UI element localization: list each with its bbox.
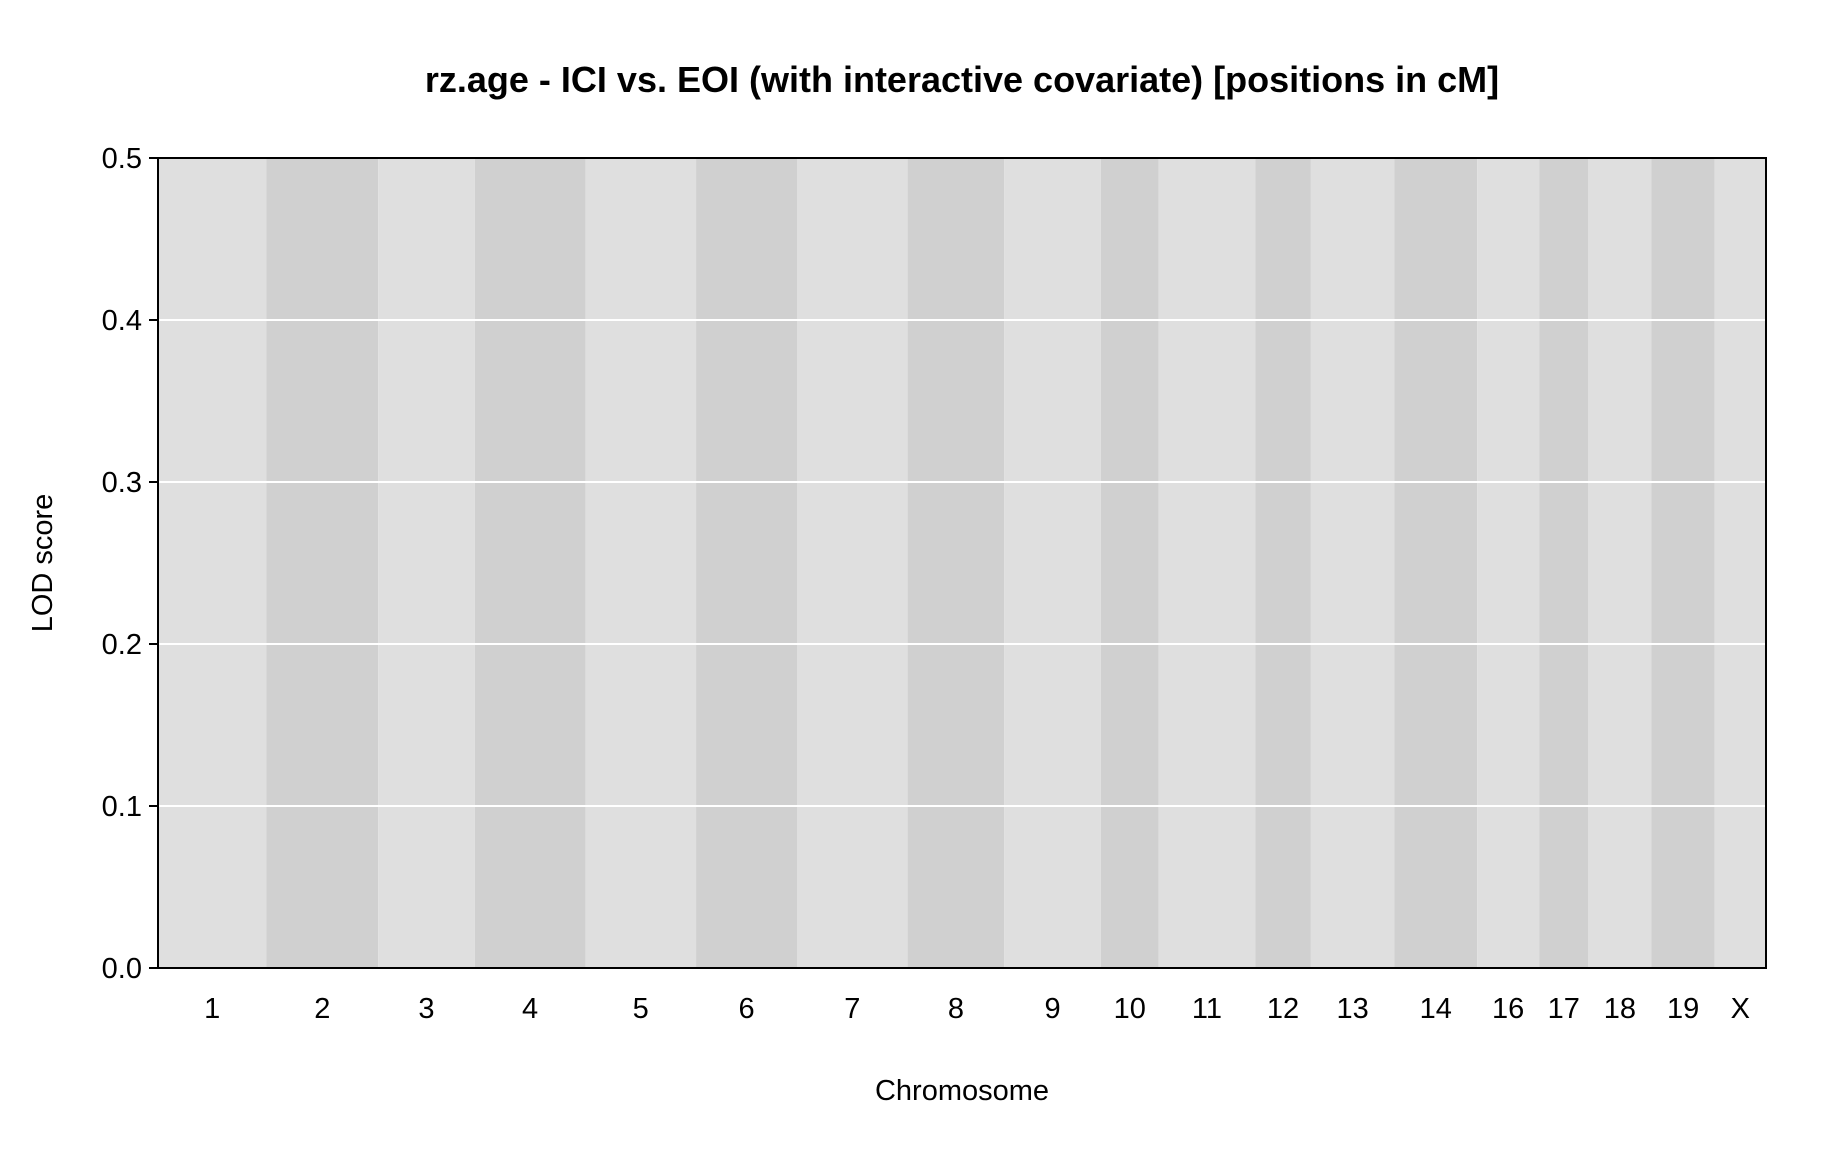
chromosome-band-17: [1539, 158, 1589, 968]
plot-frame: [157, 157, 1767, 969]
x-tick-label-chr-1: 1: [204, 993, 220, 1025]
x-tick-label-chr-9: 9: [1044, 993, 1060, 1025]
chart-title: rz.age - ICI vs. EOI (with interactive c…: [425, 59, 1499, 100]
x-tick-label-chr-7: 7: [844, 993, 860, 1025]
x-tick-label-chr-6: 6: [738, 993, 754, 1025]
x-tick-label-chr-18: 18: [1604, 993, 1636, 1025]
chromosome-band-3: [378, 158, 475, 968]
chromosome-band-14: [1394, 158, 1478, 968]
chromosome-band-18: [1588, 158, 1652, 968]
chromosome-band-19: [1651, 158, 1715, 968]
chromosome-band-11: [1158, 158, 1256, 968]
y-tick-label: 0.5: [102, 143, 142, 175]
chromosome-band-6: [696, 158, 797, 968]
x-tick-label-chr-4: 4: [522, 993, 538, 1025]
x-tick-label-chr-11: 11: [1192, 993, 1222, 1025]
chromosome-band-4: [474, 158, 586, 968]
y-axis-label: LOD score: [27, 494, 59, 633]
x-tick-label-chr-17: 17: [1548, 993, 1580, 1025]
x-tick-label-chr-16: 16: [1492, 993, 1524, 1025]
x-axis-label: Chromosome: [875, 1075, 1049, 1107]
x-tick-label-chr-13: 13: [1337, 993, 1369, 1025]
x-tick-label-chr-19: 19: [1667, 993, 1699, 1025]
chromosome-band-10: [1100, 158, 1159, 968]
y-tick-label: 0.1: [102, 791, 142, 823]
chromosome-band-2: [266, 158, 379, 968]
chromosome-band-12: [1255, 158, 1311, 968]
chromosome-band-16: [1477, 158, 1540, 968]
chromosome-band-8: [907, 158, 1005, 968]
y-tick-label: 0.0: [102, 953, 142, 985]
x-tick-label-chr-5: 5: [633, 993, 649, 1025]
chromosome-band-1: [158, 158, 267, 968]
y-axis-ticks: 0.0 0.1 0.2 0.3 0.4 0.5: [102, 143, 158, 985]
chromosome-band-13: [1310, 158, 1395, 968]
x-tick-label-chr-8: 8: [948, 993, 964, 1025]
chromosome-bands: [158, 158, 1766, 968]
x-tick-label-chr-10: 10: [1114, 993, 1146, 1025]
x-tick-label-chr-14: 14: [1420, 993, 1452, 1025]
x-tick-label-chr-X: X: [1731, 993, 1750, 1025]
y-tick-label: 0.4: [102, 305, 142, 337]
chromosome-band-9: [1004, 158, 1101, 968]
chromosome-band-X: [1714, 158, 1766, 968]
x-tick-label-chr-3: 3: [418, 993, 434, 1025]
x-tick-label-chr-12: 12: [1267, 993, 1299, 1025]
y-tick-label: 0.3: [102, 467, 142, 499]
grid-lines: [158, 319, 1766, 807]
x-axis-ticks: 1 2 3 4 5 6 7 8 9 10 11 12 13 14 16 17 18 19 X: [204, 993, 1750, 1025]
x-tick-label-chr-2: 2: [314, 993, 330, 1025]
chromosome-band-5: [585, 158, 697, 968]
y-tick-label: 0.2: [102, 629, 142, 661]
chromosome-band-7: [796, 158, 908, 968]
